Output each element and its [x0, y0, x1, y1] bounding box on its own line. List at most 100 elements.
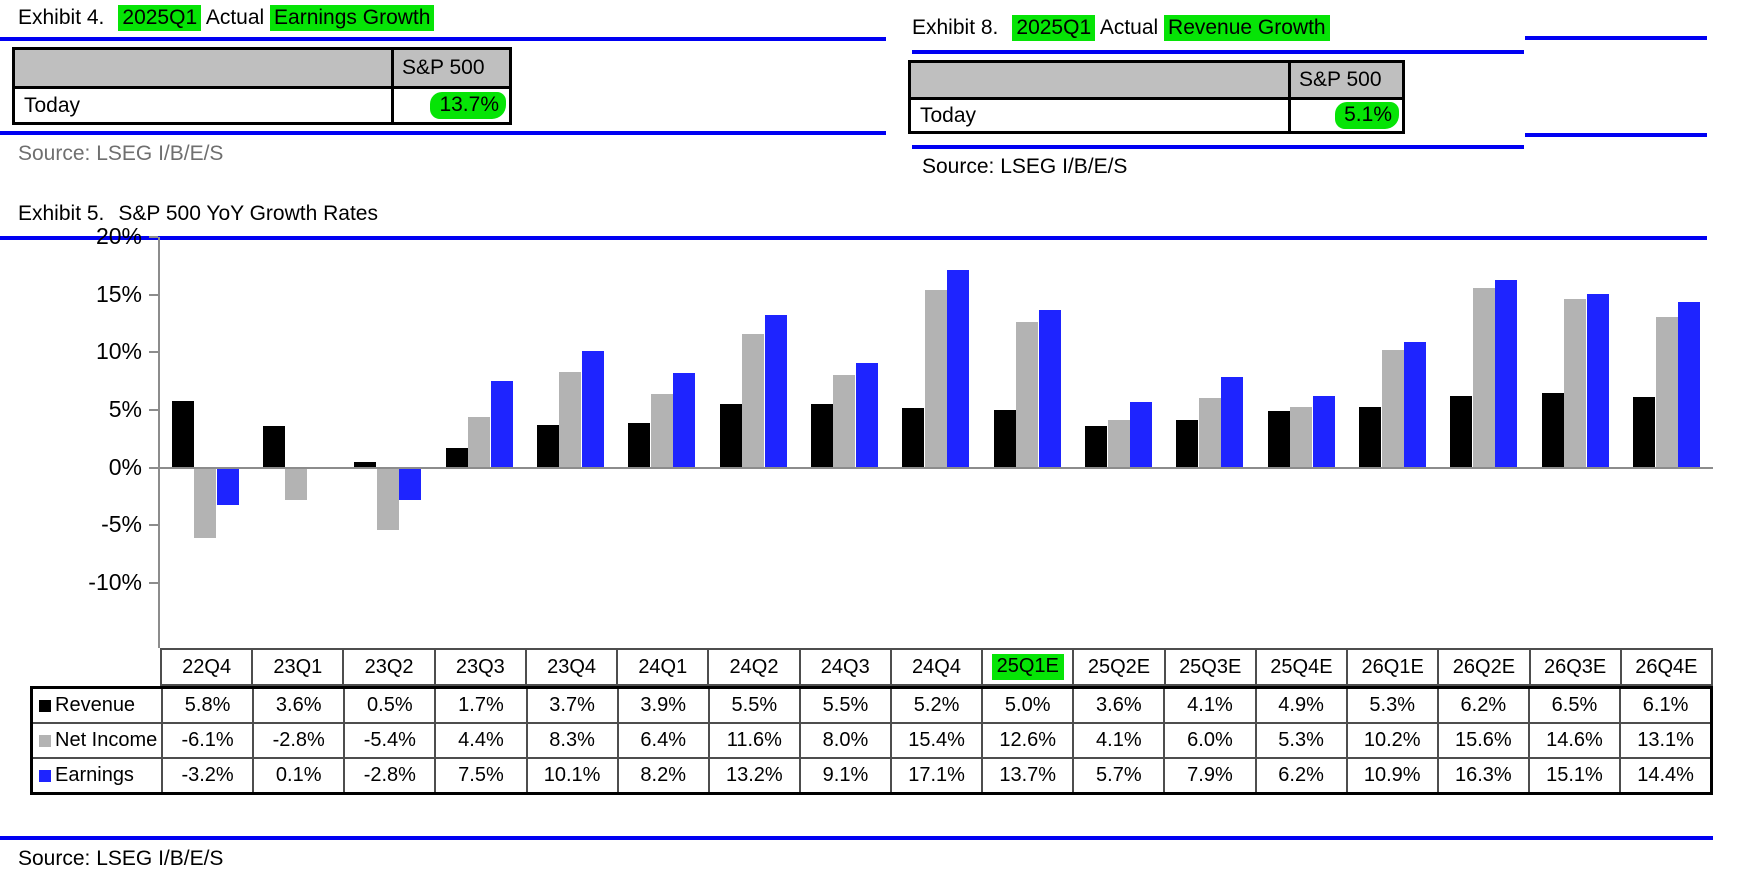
- series-name-label: Net Income: [55, 729, 158, 751]
- y-axis-tick-mark: [149, 524, 158, 527]
- value-cell-earnings-26Q4E: 14.4%: [1619, 759, 1710, 792]
- value-cell-earnings-23Q3: 7.5%: [434, 759, 525, 792]
- bar-net-income-23Q4: [559, 371, 582, 468]
- exhibit8-title-mid: Actual: [1099, 16, 1159, 39]
- value-cell-earnings-26Q1E: 10.9%: [1345, 759, 1437, 792]
- category-header-cell-26Q1E: 26Q1E: [1346, 648, 1440, 686]
- exhibit4-today-value: 13.7%: [430, 92, 506, 119]
- category-header-cell-24Q1: 24Q1: [616, 648, 710, 686]
- y-axis-tick-label: 10%: [95, 338, 142, 365]
- value-cell-earnings-24Q4: 17.1%: [890, 759, 981, 792]
- bar-earnings-24Q4: [947, 270, 970, 468]
- table-row-earnings: Earnings -3.2% 0.1% -2.8% 7.5% 10.1% 8.2% 13.2%…: [33, 757, 1710, 792]
- bar-revenue-23Q3: [445, 448, 468, 468]
- value-cell-net-income-26Q3E: 14.6%: [1527, 724, 1619, 757]
- y-axis-tick-label: 15%: [95, 280, 142, 307]
- bar-net-income-22Q4: [194, 467, 216, 538]
- value-cell-earnings-22Q4: -3.2%: [161, 759, 252, 792]
- bar-revenue-23Q4: [536, 424, 559, 468]
- cropped-exhibit-top-rule: [1525, 36, 1707, 40]
- value-cell-revenue-24Q3: 5.5%: [798, 689, 890, 722]
- y-axis-tick-label: 20%: [95, 223, 142, 249]
- series-row-header: Revenue: [33, 689, 161, 722]
- bar-net-income-24Q1: [650, 393, 673, 468]
- y-axis-tick-label: -10%: [88, 569, 142, 595]
- bar-revenue-25Q3E: [1176, 420, 1199, 468]
- exhibit4-bottom-rule: [0, 131, 886, 135]
- category-header-cell-24Q3: 24Q3: [798, 648, 892, 686]
- exhibit8-title: Exhibit 8. 2025Q1 Actual Revenue Growth: [912, 15, 1330, 41]
- category-header-cell-23Q1: 23Q1: [251, 648, 345, 686]
- bar-net-income-24Q2: [742, 333, 765, 468]
- bar-revenue-26Q1E: [1359, 406, 1382, 468]
- bar-revenue-25Q1E: [993, 410, 1016, 468]
- bar-revenue-26Q3E: [1541, 392, 1564, 468]
- y-axis-tick-label: 0%: [108, 453, 142, 480]
- value-cell-revenue-25Q2E: 3.6%: [1072, 689, 1163, 722]
- chart-data-table: Revenue 5.8% 3.6% 0.5% 1.7% 3.7% 3.9% 5.5% 5.5% 5…: [30, 686, 1713, 795]
- y-axis-tick-label: -5%: [101, 511, 142, 538]
- exhibit8-table-today-row: Today 5.1%: [911, 97, 1402, 131]
- value-cell-earnings-26Q2E: 16.3%: [1436, 759, 1528, 792]
- value-cell-net-income-23Q1: -2.8%: [252, 724, 343, 757]
- value-cell-net-income-25Q2E: 4.1%: [1072, 724, 1163, 757]
- highlighted-category-label: 25Q1E: [991, 654, 1064, 680]
- bar-net-income-24Q4: [924, 290, 947, 468]
- value-cell-revenue-26Q4E: 6.1%: [1619, 689, 1710, 722]
- value-cell-net-income-25Q1E: 12.6%: [981, 724, 1072, 757]
- value-cell-revenue-26Q1E: 5.3%: [1345, 689, 1437, 722]
- exhibit4-title-rule: [0, 37, 886, 41]
- bar-earnings-25Q3E: [1221, 376, 1244, 468]
- value-cell-revenue-23Q4: 3.7%: [525, 689, 617, 722]
- bar-revenue-25Q2E: [1085, 426, 1108, 468]
- y-axis-tick-mark: [149, 582, 158, 584]
- bar-revenue-24Q4: [902, 407, 925, 468]
- bar-earnings-25Q4E: [1312, 396, 1335, 468]
- value-cell-net-income-23Q3: 4.4%: [434, 724, 525, 757]
- bar-revenue-24Q1: [628, 422, 651, 468]
- value-cell-net-income-23Q2: -5.4%: [343, 724, 434, 757]
- exhibit4-title-highlight-quarter: 2025Q1: [118, 5, 202, 31]
- exhibit4-table: S&P 500 Today 13.7%: [12, 47, 512, 125]
- y-axis-tick-mark: [149, 236, 158, 238]
- exhibit8-title-label: Exhibit 8.: [912, 16, 999, 39]
- value-cell-earnings-25Q4E: 6.2%: [1254, 759, 1346, 792]
- value-cell-net-income-26Q1E: 10.2%: [1345, 724, 1437, 757]
- category-header-cell-23Q3: 23Q3: [433, 648, 527, 686]
- value-cell-net-income-24Q2: 11.6%: [707, 724, 799, 757]
- y-axis-tick-label: 5%: [108, 396, 142, 422]
- exhibit4-title: Exhibit 4. 2025Q1 Actual Earnings Growth: [18, 5, 435, 31]
- value-cell-net-income-24Q1: 6.4%: [616, 724, 708, 757]
- bar-net-income-26Q2E: [1472, 287, 1495, 468]
- category-header-cell-26Q2E: 26Q2E: [1437, 648, 1531, 686]
- category-header-cell-22Q4: 22Q4: [160, 648, 254, 686]
- bar-earnings-24Q3: [855, 362, 878, 468]
- value-cell-revenue-23Q2: 0.5%: [343, 689, 434, 722]
- exhibit4-title-highlight-metric: Earnings Growth: [270, 5, 435, 31]
- value-cell-earnings-26Q3E: 15.1%: [1527, 759, 1619, 792]
- exhibit4-table-today-row: Today 13.7%: [15, 86, 509, 122]
- category-header-cell-24Q2: 24Q2: [707, 648, 801, 686]
- exhibit8-table-header-row: S&P 500: [911, 63, 1402, 97]
- chart-category-header-row: 22Q4 23Q1 23Q2 23Q3 23Q4 24Q1 24Q2 24Q3 24Q4 25Q1…: [160, 648, 1713, 686]
- exhibit5-title-text: S&P 500 YoY Growth Rates: [118, 202, 378, 225]
- value-cell-earnings-24Q3: 9.1%: [798, 759, 890, 792]
- exhibit5-title-rule: [0, 236, 1707, 240]
- series-row-header: Earnings: [33, 759, 161, 792]
- category-header-cell-24Q4: 24Q4: [889, 648, 984, 686]
- exhibit4-today-value-cell: 13.7%: [391, 89, 509, 122]
- value-cell-net-income-25Q3E: 6.0%: [1163, 724, 1254, 757]
- exhibit4-source: Source: LSEG I/B/E/S: [18, 142, 224, 165]
- bar-earnings-23Q4: [581, 351, 604, 468]
- category-header-cell-23Q4: 23Q4: [524, 648, 619, 686]
- value-cell-earnings-24Q1: 8.2%: [616, 759, 708, 792]
- bar-net-income-26Q1E: [1381, 350, 1404, 468]
- value-cell-revenue-26Q3E: 6.5%: [1527, 689, 1619, 722]
- value-cell-net-income-25Q4E: 5.3%: [1254, 724, 1346, 757]
- category-header-cell-25Q1E: 25Q1E: [981, 648, 1075, 686]
- value-cell-earnings-25Q1E: 13.7%: [981, 759, 1072, 792]
- exhibit4-today-label: Today: [24, 93, 81, 117]
- exhibit8-title-highlight-metric: Revenue Growth: [1164, 15, 1330, 41]
- value-cell-net-income-22Q4: -6.1%: [161, 724, 252, 757]
